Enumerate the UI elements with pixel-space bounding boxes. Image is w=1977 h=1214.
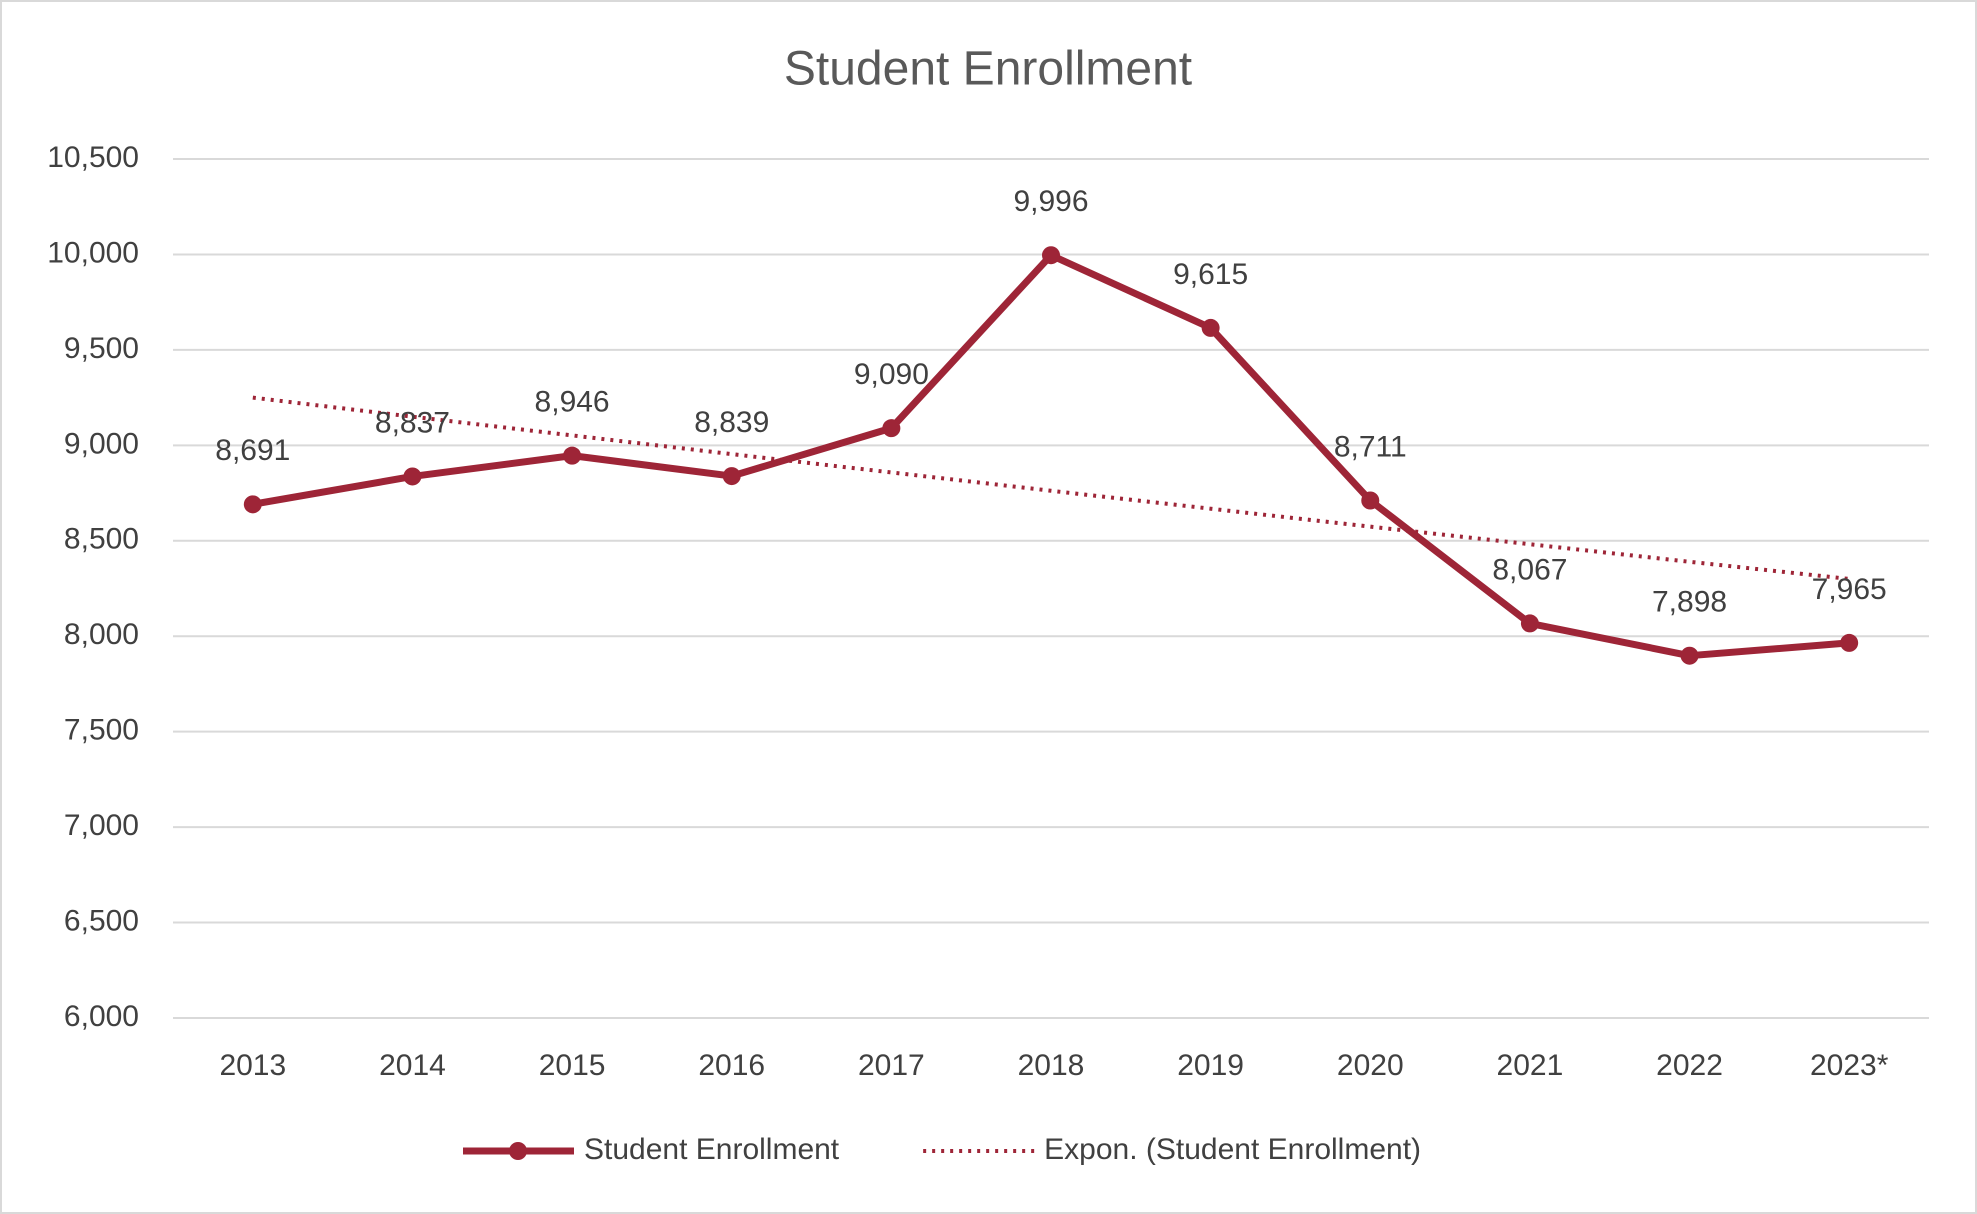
y-tick-label: 7,000 bbox=[64, 809, 139, 842]
data-label: 8,839 bbox=[694, 406, 769, 439]
legend-label: Expon. (Student Enrollment) bbox=[1044, 1133, 1421, 1166]
data-label: 7,898 bbox=[1652, 586, 1727, 619]
y-tick-label: 6,000 bbox=[64, 1000, 139, 1033]
y-tick-label: 8,000 bbox=[64, 618, 139, 651]
data-point bbox=[722, 467, 741, 486]
data-label: 8,837 bbox=[375, 406, 450, 439]
data-label: 9,090 bbox=[854, 358, 929, 391]
x-tick-label: 2021 bbox=[1497, 1049, 1564, 1082]
y-tick-label: 7,500 bbox=[64, 714, 139, 747]
data-point bbox=[1520, 614, 1539, 633]
data-label: 8,711 bbox=[1334, 430, 1407, 463]
data-label: 8,691 bbox=[215, 434, 290, 467]
x-tick-label: 2015 bbox=[539, 1049, 606, 1082]
y-tick-label: 10,500 bbox=[47, 141, 139, 174]
y-tick-label: 9,000 bbox=[64, 427, 139, 460]
data-point bbox=[403, 467, 422, 486]
x-tick-label: 2017 bbox=[858, 1049, 925, 1082]
data-point bbox=[1042, 246, 1060, 265]
x-tick-label: 2014 bbox=[379, 1049, 446, 1082]
data-point bbox=[1680, 646, 1699, 665]
x-tick-label: 2022 bbox=[1656, 1049, 1723, 1082]
data-point bbox=[1201, 318, 1220, 337]
x-tick-label: 2013 bbox=[219, 1049, 286, 1082]
data-label: 9,996 bbox=[1013, 185, 1088, 218]
data-label: 8,067 bbox=[1492, 553, 1567, 586]
y-tick-label: 8,500 bbox=[64, 523, 139, 556]
data-point bbox=[882, 419, 901, 438]
x-tick-label: 2019 bbox=[1177, 1049, 1244, 1082]
y-tick-label: 6,500 bbox=[64, 904, 139, 937]
legend-label: Student Enrollment bbox=[584, 1133, 840, 1166]
x-tick-label: 2016 bbox=[698, 1049, 765, 1082]
data-label: 7,965 bbox=[1812, 573, 1887, 606]
data-label: 9,615 bbox=[1173, 258, 1248, 291]
trend-line bbox=[252, 395, 1850, 581]
data-label: 8,946 bbox=[535, 386, 610, 419]
y-tick-label: 10,000 bbox=[47, 236, 139, 269]
x-tick-label: 2020 bbox=[1337, 1049, 1404, 1082]
x-tick-label: 2023* bbox=[1810, 1049, 1889, 1082]
x-tick-label: 2018 bbox=[1018, 1049, 1085, 1082]
data-point bbox=[243, 495, 262, 514]
legend-marker bbox=[509, 1142, 527, 1160]
data-point bbox=[1361, 491, 1380, 510]
chart-title: Student Enrollment bbox=[784, 43, 1192, 96]
y-tick-label: 9,500 bbox=[64, 332, 139, 365]
data-point bbox=[1840, 633, 1859, 652]
data-point bbox=[563, 446, 582, 465]
